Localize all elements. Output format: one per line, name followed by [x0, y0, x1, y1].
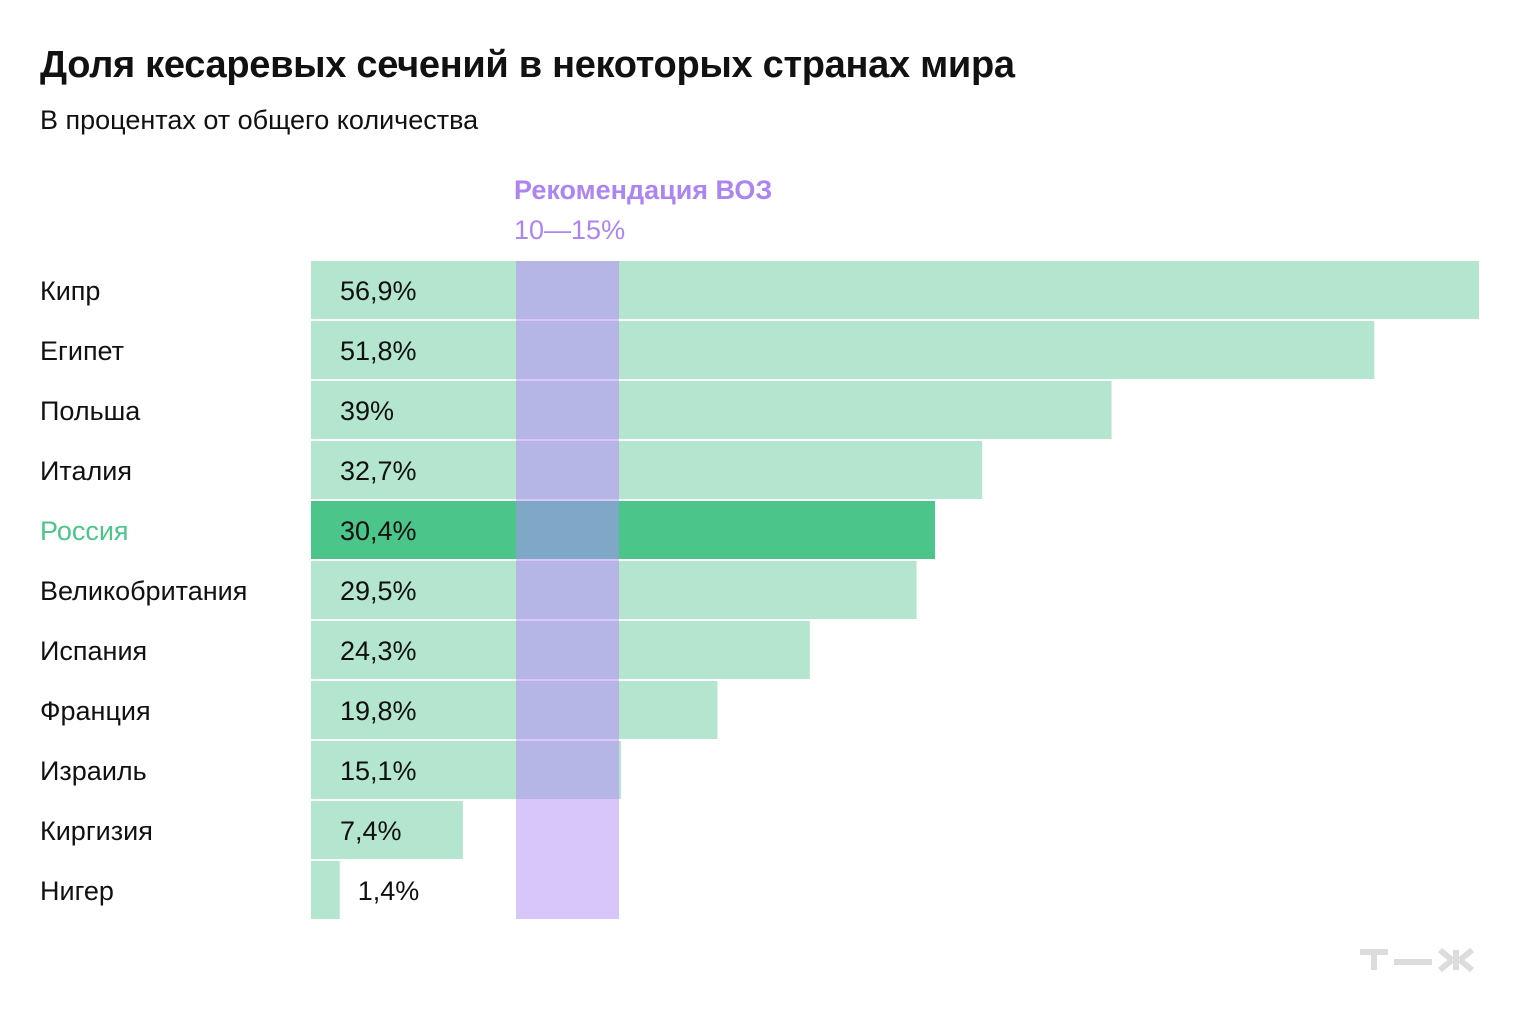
bar-band-overlap-4 [516, 501, 619, 559]
value-label-6: 24,3% [340, 636, 417, 666]
bar-band-overlap-1 [516, 321, 619, 379]
bar-band-overlap-2 [516, 381, 619, 439]
country-label-7: Франция [40, 696, 151, 726]
chart-title: Доля кесаревых сечений в некоторых стран… [40, 44, 1015, 86]
bar-band-overlap-7 [516, 681, 619, 739]
bar-10 [311, 861, 340, 919]
value-label-1: 51,8% [340, 336, 417, 366]
bar-band-overlap-3 [516, 441, 619, 499]
bar-1 [311, 321, 1375, 379]
country-label-10: Нигер [40, 876, 114, 906]
value-label-8: 15,1% [340, 756, 417, 786]
bar-3 [311, 441, 983, 499]
country-label-6: Испания [40, 636, 147, 666]
value-label-2: 39% [340, 396, 394, 426]
who-recommendation-label: Рекомендация ВОЗ [514, 175, 773, 205]
value-label-7: 19,8% [340, 696, 417, 726]
country-label-3: Италия [40, 456, 132, 486]
tj-logo [1360, 947, 1474, 973]
value-label-9: 7,4% [340, 816, 402, 846]
bar-7 [311, 681, 718, 739]
bar-band-overlap-8 [516, 741, 619, 799]
country-label-5: Великобритания [40, 576, 247, 606]
bar-2 [311, 381, 1112, 439]
bar-9 [311, 801, 463, 859]
value-label-4: 30,4% [340, 516, 417, 546]
country-label-8: Израиль [40, 756, 147, 786]
who-recommendation-range: 10—15% [514, 215, 626, 245]
bar-band-overlap-0 [516, 261, 619, 319]
bar-band-overlap-5 [516, 561, 619, 619]
bar-0 [311, 261, 1479, 319]
country-label-1: Египет [40, 336, 124, 366]
value-label-5: 29,5% [340, 576, 417, 606]
country-label-2: Польша [40, 396, 141, 426]
bar-4 [311, 501, 936, 559]
country-label-9: Киргизия [40, 816, 153, 846]
country-label-4: Россия [40, 516, 129, 546]
value-label-3: 32,7% [340, 456, 417, 486]
chart-subtitle: В процентах от общего количества [40, 105, 479, 135]
value-label-10: 1,4% [358, 876, 420, 906]
country-label-0: Кипр [40, 276, 100, 306]
value-label-0: 56,9% [340, 276, 417, 306]
bar-band-overlap-6 [516, 621, 619, 679]
